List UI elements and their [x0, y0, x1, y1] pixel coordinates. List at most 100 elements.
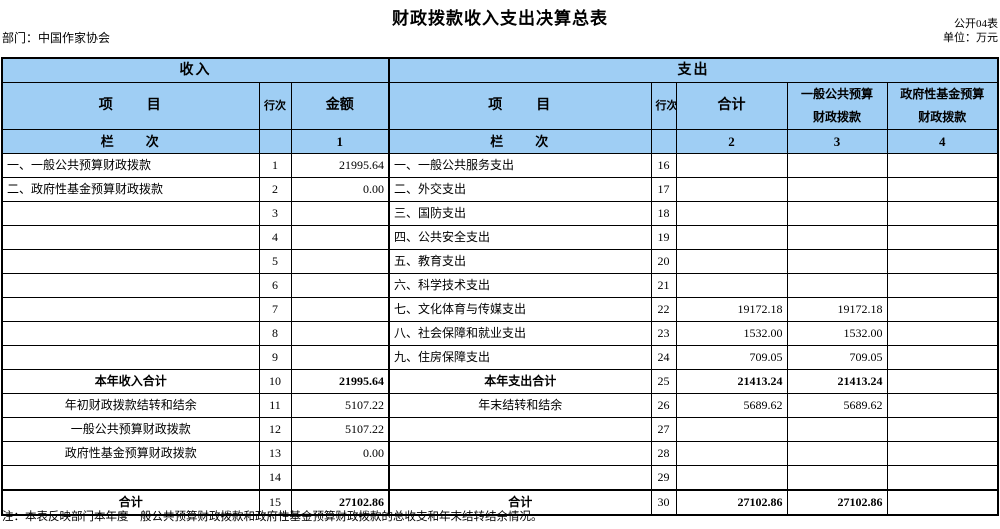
expense-total-cell [675, 441, 788, 466]
income-item-cell: 政府性基金预算财政拨款 [1, 441, 260, 466]
income-lineno-cell: 15 [258, 489, 292, 516]
expense-item-cell [388, 465, 652, 491]
expense-lineno-cell: 24 [650, 345, 677, 370]
expense-item-cell: 合计 [388, 489, 652, 516]
table-column-number-row: 栏 次 1 栏 次 2 3 4 [1, 129, 1000, 154]
expense-total-cell [675, 273, 788, 298]
col-num-2: 2 [675, 129, 788, 154]
table-row: 年初财政拨款结转和结余 11 5107.22 年末结转和结余 26 5689.62 5689… [1, 393, 1000, 418]
expense-gov-fund-cell [886, 489, 1000, 516]
expense-general-budget-cell: 27102.86 [786, 489, 888, 516]
income-amount-cell: 0.00 [290, 441, 390, 466]
expense-general-budget-cell [786, 465, 888, 491]
income-item-cell [1, 225, 260, 250]
expense-lineno-cell: 18 [650, 201, 677, 226]
income-item-cell [1, 273, 260, 298]
expense-item-cell: 本年支出合计 [388, 369, 652, 394]
expense-lineno-cell: 21 [650, 273, 677, 298]
income-amount-cell [290, 345, 390, 370]
expense-general-budget-cell [786, 177, 888, 202]
income-item-cell: 二、政府性基金预算财政拨款 [1, 177, 260, 202]
table-row: 8 八、社会保障和就业支出 23 1532.00 1532.00 [1, 321, 1000, 346]
expense-item-cell: 一、一般公共服务支出 [388, 153, 652, 178]
table-row: 一般公共预算财政拨款 12 5107.22 27 [1, 417, 1000, 442]
table-row: 7 七、文化体育与传媒支出 22 19172.18 19172.18 [1, 297, 1000, 322]
expense-total-cell [675, 249, 788, 274]
col-title-gov-fund-budget-line2: 财政拨款 [918, 110, 967, 124]
table-row: 本年收入合计 10 21995.64 本年支出合计 25 21413.24 21413.24 [1, 369, 1000, 394]
expense-total-cell: 709.05 [675, 345, 788, 370]
form-code-label: 公开04表 [954, 18, 998, 30]
expense-gov-fund-cell [886, 177, 1000, 202]
expense-item-cell: 七、文化体育与传媒支出 [388, 297, 652, 322]
expense-total-cell [675, 465, 788, 491]
section-header-income: 收入 [1, 57, 390, 83]
expense-gov-fund-cell [886, 441, 1000, 466]
section-header-expense: 支出 [387, 57, 1000, 83]
table-row: 政府性基金预算财政拨款 13 0.00 28 [1, 441, 1000, 466]
expense-total-cell: 5689.62 [675, 393, 788, 418]
expense-gov-fund-cell [886, 297, 1000, 322]
expense-gov-fund-cell [886, 417, 1000, 442]
expense-lineno-cell: 16 [650, 153, 677, 178]
income-amount-cell [290, 465, 390, 491]
expense-lineno-cell: 19 [650, 225, 677, 250]
table-row: 6 六、科学技术支出 21 [1, 273, 1000, 298]
income-item-cell [1, 465, 260, 491]
income-amount-cell [290, 225, 390, 250]
income-lineno-cell: 11 [258, 393, 292, 418]
expense-item-cell: 年末结转和结余 [388, 393, 652, 418]
expense-lineno-cell: 28 [650, 441, 677, 466]
income-item-cell: 一般公共预算财政拨款 [1, 417, 260, 442]
income-lineno-cell: 2 [258, 177, 292, 202]
income-lineno-cell: 9 [258, 345, 292, 370]
expense-item-cell: 九、住房保障支出 [388, 345, 652, 370]
expense-gov-fund-cell [886, 225, 1000, 250]
expense-lineno-cell: 27 [650, 417, 677, 442]
table-row: 合计 15 27102.86 合计 30 27102.86 27102.86 [1, 489, 1000, 516]
expense-total-cell: 27102.86 [675, 489, 788, 516]
expense-item-cell: 三、国防支出 [388, 201, 652, 226]
income-item-cell: 合计 [1, 489, 260, 516]
income-lineno-cell: 10 [258, 369, 292, 394]
income-lineno-cell: 12 [258, 417, 292, 442]
income-amount-cell [290, 249, 390, 274]
table-row: 14 29 [1, 465, 1000, 491]
col-title-expense-total: 合计 [675, 82, 788, 130]
expense-general-budget-cell [786, 201, 888, 226]
expense-lineno-cell: 29 [650, 465, 677, 491]
col-num-expense-lineno [650, 129, 677, 154]
table-row: 5 五、教育支出 20 [1, 249, 1000, 274]
expense-item-cell: 四、公共安全支出 [388, 225, 652, 250]
expense-item-cell [388, 441, 652, 466]
col-label-expense: 栏 次 [388, 129, 652, 154]
income-item-cell: 本年收入合计 [1, 369, 260, 394]
department-label: 部门：中国作家协会 [2, 31, 111, 45]
expense-item-cell: 八、社会保障和就业支出 [388, 321, 652, 346]
income-amount-cell: 5107.22 [290, 393, 390, 418]
expense-item-cell: 五、教育支出 [388, 249, 652, 274]
expense-general-budget-cell: 19172.18 [786, 297, 888, 322]
expense-gov-fund-cell [886, 201, 1000, 226]
col-num-1: 1 [290, 129, 390, 154]
table-row: 3 三、国防支出 18 [1, 201, 1000, 226]
expense-general-budget-cell [786, 417, 888, 442]
expense-general-budget-cell: 5689.62 [786, 393, 888, 418]
income-item-cell [1, 321, 260, 346]
income-lineno-cell: 6 [258, 273, 292, 298]
budget-summary-table: 收入 支出 项 目 行次 金额 项 目 行次 合计 一般公共预算 财政拨款 政府… [1, 57, 1000, 516]
income-lineno-cell: 8 [258, 321, 292, 346]
table-row: 9 九、住房保障支出 24 709.05 709.05 [1, 345, 1000, 370]
income-amount-cell [290, 273, 390, 298]
expense-general-budget-cell [786, 225, 888, 250]
col-title-expense-item: 项 目 [388, 82, 652, 130]
col-title-expense-lineno: 行次 [650, 82, 677, 130]
income-item-cell [1, 345, 260, 370]
expense-general-budget-cell [786, 153, 888, 178]
income-lineno-cell: 3 [258, 201, 292, 226]
expense-gov-fund-cell [886, 465, 1000, 491]
expense-lineno-cell: 30 [650, 489, 677, 516]
expense-gov-fund-cell [886, 369, 1000, 394]
col-title-gov-fund-budget: 政府性基金预算 财政拨款 [886, 82, 1000, 130]
col-num-4: 4 [886, 129, 1000, 154]
